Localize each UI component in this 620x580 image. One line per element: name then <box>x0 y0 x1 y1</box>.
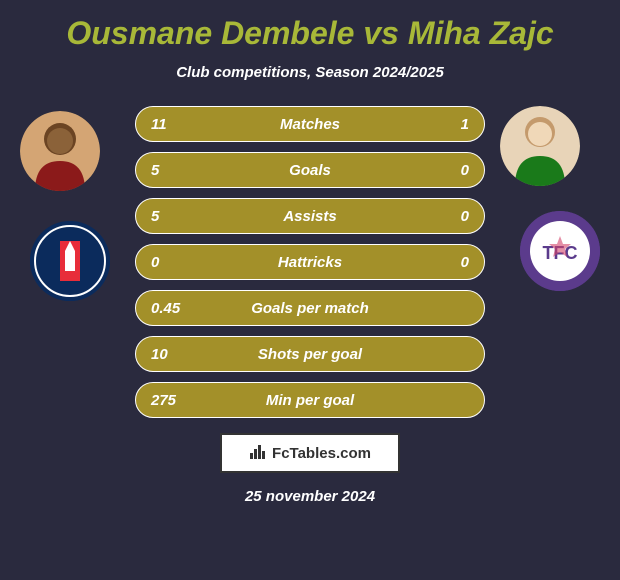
stat-left-value: 5 <box>151 162 191 179</box>
main-container: Ousmane Dembele vs Miha Zajc Club compet… <box>0 0 620 580</box>
player2-avatar-icon <box>500 106 580 186</box>
stat-right-value: 0 <box>429 162 469 179</box>
stat-label: Min per goal <box>191 392 429 409</box>
stat-label: Shots per goal <box>191 346 429 363</box>
logo-text: FcTables.com <box>272 445 371 462</box>
stat-label: Matches <box>191 116 429 133</box>
chart-icon <box>249 443 267 464</box>
stat-left-value: 0.45 <box>151 300 191 317</box>
stat-left-value: 10 <box>151 346 191 363</box>
stat-label: Goals per match <box>191 300 429 317</box>
stat-rows-container: 11 Matches 1 5 Goals 0 5 Assists 0 0 Hat… <box>135 106 485 418</box>
player1-photo <box>20 111 100 191</box>
psg-logo-icon <box>30 221 110 301</box>
stat-right-value: 0 <box>429 208 469 225</box>
stat-right-value: 1 <box>429 116 469 133</box>
tfc-logo-icon: TFC <box>520 211 600 291</box>
stat-row-hattricks: 0 Hattricks 0 <box>135 244 485 280</box>
stat-left-value: 11 <box>151 116 191 133</box>
stat-row-matches: 11 Matches 1 <box>135 106 485 142</box>
stat-label: Hattricks <box>191 254 429 271</box>
stat-left-value: 0 <box>151 254 191 271</box>
stat-row-min-per-goal: 275 Min per goal <box>135 382 485 418</box>
club1-logo <box>30 221 110 301</box>
date-text: 25 november 2024 <box>0 488 620 505</box>
stat-row-goals: 5 Goals 0 <box>135 152 485 188</box>
stat-row-assists: 5 Assists 0 <box>135 198 485 234</box>
subtitle: Club competitions, Season 2024/2025 <box>0 64 620 81</box>
club2-logo: TFC <box>520 211 600 291</box>
player2-photo <box>500 106 580 186</box>
stat-right-value: 0 <box>429 254 469 271</box>
fctables-logo[interactable]: FcTables.com <box>220 433 400 473</box>
stat-left-value: 5 <box>151 208 191 225</box>
page-title: Ousmane Dembele vs Miha Zajc <box>0 15 620 52</box>
stat-left-value: 275 <box>151 392 191 409</box>
stat-row-goals-per-match: 0.45 Goals per match <box>135 290 485 326</box>
player1-avatar-icon <box>20 111 100 191</box>
stat-label: Goals <box>191 162 429 179</box>
stat-row-shots-per-goal: 10 Shots per goal <box>135 336 485 372</box>
content-area: TFC 11 Matches 1 5 Goals 0 5 Assists 0 0 <box>0 106 620 516</box>
stat-label: Assists <box>191 208 429 225</box>
